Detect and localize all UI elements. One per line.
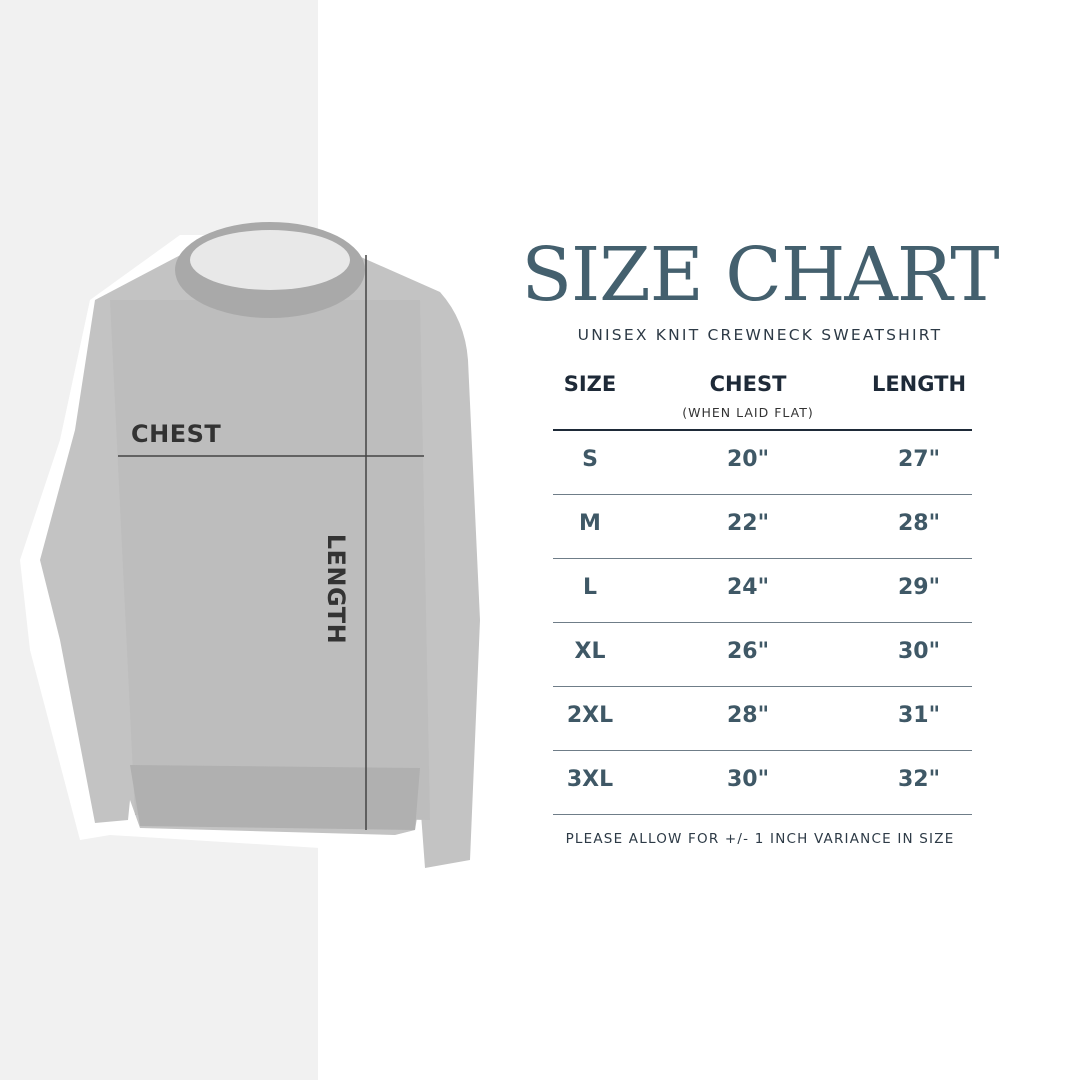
cell-chest: 24" [726,575,770,600]
cell-chest: 28" [726,703,770,728]
cell-length: 30" [897,639,941,664]
chest-label: CHEST [131,420,222,448]
cell-size: 2XL [566,703,614,728]
cell-size: 3XL [566,767,614,792]
row-divider [553,750,972,751]
row-divider [553,622,972,623]
row-divider [553,814,972,815]
header-length: LENGTH [871,372,967,396]
row-divider [553,494,972,495]
row-divider [553,558,972,559]
cell-chest: 30" [726,767,770,792]
cell-length: 32" [897,767,941,792]
sweatshirt-neck-inside [190,230,350,290]
header-chest: CHEST [709,372,787,396]
row-divider [553,686,972,687]
cell-chest: 26" [726,639,770,664]
subtitle: UNISEX KNIT CREWNECK SWEATSHIRT [577,326,943,344]
cell-chest: 22" [726,511,770,536]
length-label: LENGTH [322,533,350,645]
cell-size: L [582,575,598,600]
sweatshirt-hem [130,765,420,830]
footnote: PLEASE ALLOW FOR +/- 1 INCH VARIANCE IN … [565,831,955,847]
cell-length: 28" [897,511,941,536]
sweatshirt-image [20,222,495,885]
cell-length: 31" [897,703,941,728]
sweatshirt-front [110,300,430,820]
cell-length: 29" [897,575,941,600]
cell-size: M [579,511,601,536]
cell-chest: 20" [726,447,770,472]
cell-size: XL [574,639,606,664]
header-size: SIZE [563,372,617,396]
page-title: SIZE CHART [521,232,999,318]
cell-size: S [582,447,598,472]
header-divider [553,429,972,431]
header-chest-note: (WHEN LAID FLAT) [682,405,814,420]
cell-length: 27" [897,447,941,472]
